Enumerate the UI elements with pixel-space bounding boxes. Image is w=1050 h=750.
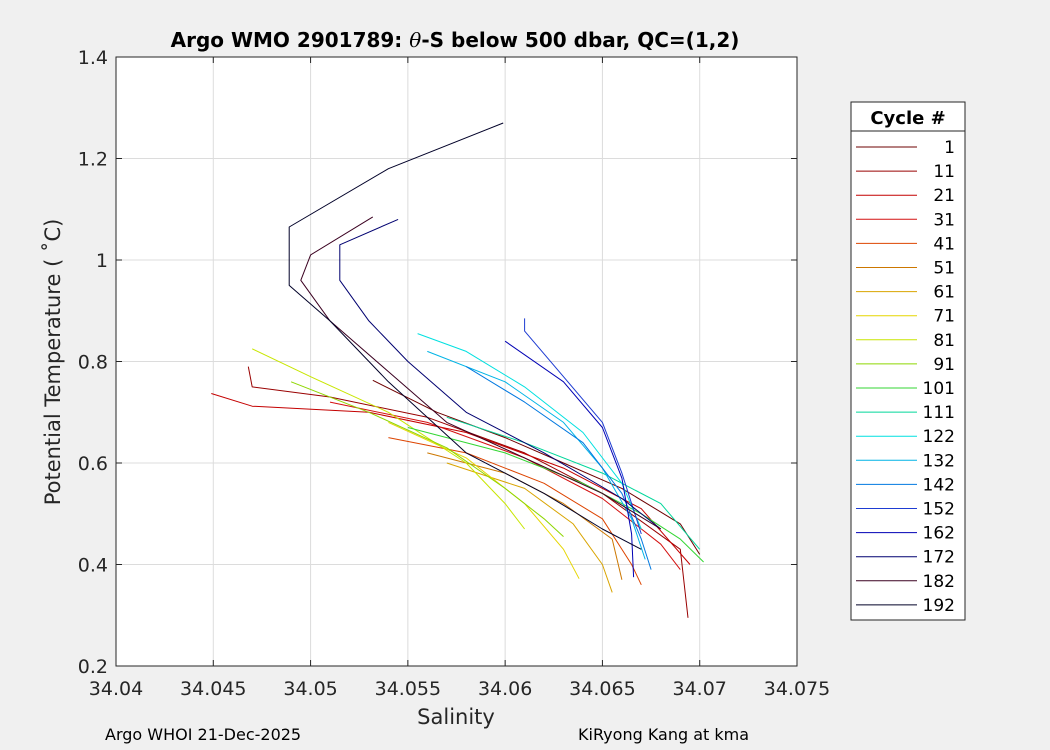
legend-label-cycle-21: 21 [933,186,955,206]
x-axis-label: Salinity [417,705,495,729]
series-layer [211,122,704,618]
y-axis-label: Potential Temperature ( ˚C) [41,219,65,506]
series-line-cycle-192 [288,122,642,550]
series-line-cycle-111 [446,416,701,550]
series-line-cycle-152 [524,318,642,535]
legend-label-cycle-51: 51 [933,259,955,279]
legend-label-cycle-192: 192 [923,596,955,616]
y-tick-label: 0.6 [78,453,108,475]
series-line-cycle-31 [329,401,681,570]
title-theta: θ [409,28,421,52]
series-line-cycle-132 [427,350,646,560]
legend-label-cycle-111: 111 [923,403,955,423]
x-tick-label: 34.04 [89,678,143,700]
chart-title: Argo WMO 2901789: θ-S below 500 dbar, QC… [171,28,740,52]
title-suffix: -S below 500 dbar, QC=(1,2) [421,28,739,52]
legend-label-cycle-101: 101 [923,379,955,399]
y-tick-label: 0.2 [78,656,108,678]
x-tick-label: 34.05 [283,678,337,700]
legend-label-cycle-41: 41 [933,234,955,254]
series-line-cycle-162 [504,340,635,578]
y-tick-label: 1.4 [78,47,108,69]
legend-label-cycle-31: 31 [933,210,955,230]
legend-label-cycle-152: 152 [923,500,955,520]
legend-label-cycle-182: 182 [923,572,955,592]
series-line-cycle-122 [417,333,642,530]
legend-label-cycle-1: 1 [944,138,955,158]
footer-author: KiRyong Kang at kma [578,725,750,744]
grid-layer [115,56,798,667]
series-line-cycle-21 [211,393,691,565]
legend: Cycle # 11121314151617181911011111221321… [850,101,966,621]
x-tick-label: 34.075 [764,678,830,700]
x-tick-label: 34.045 [180,678,246,700]
x-tick-label: 34.07 [673,678,727,700]
x-tick-label: 34.065 [569,678,635,700]
series-line-cycle-61 [446,462,613,593]
legend-entries: 1112131415161718191101111122132142152162… [856,138,955,616]
y-tick-label: 0.8 [78,352,108,374]
x-tick-label: 34.06 [478,678,532,700]
series-line-cycle-11 [247,366,689,618]
series-line-cycle-101 [407,427,704,563]
series-line-cycle-51 [427,452,623,580]
footer-source-date: Argo WHOI 21-Dec-2025 [105,725,302,744]
legend-label-cycle-61: 61 [933,283,955,303]
title-prefix: Argo WMO 2901789: [171,28,410,52]
series-line-cycle-142 [465,366,652,570]
legend-label-cycle-71: 71 [933,307,955,327]
series-line-cycle-91 [290,381,564,537]
tick-layer: 34.04 34.045 34.05 34.055 34.06 34.065 34.07 34… [78,47,830,700]
legend-label-cycle-11: 11 [933,162,955,182]
legend-label-cycle-172: 172 [923,548,955,568]
x-tick-label: 34.055 [375,678,441,700]
y-tick-label: 1 [96,250,108,272]
legend-label-cycle-81: 81 [933,331,955,351]
series-line-cycle-172 [339,218,662,530]
legend-label-cycle-142: 142 [923,475,955,495]
series-line-cycle-81 [251,348,525,530]
series-line-cycle-1 [372,379,701,555]
legend-label-cycle-132: 132 [923,451,955,471]
legend-title: Cycle # [870,108,945,129]
legend-box [850,101,966,621]
y-tick-label: 0.4 [78,555,108,577]
series-line-cycle-182 [300,216,662,530]
y-tick-label: 1.2 [78,149,108,171]
legend-label-cycle-162: 162 [923,524,955,544]
legend-label-cycle-91: 91 [933,355,955,375]
legend-label-cycle-122: 122 [923,427,955,447]
